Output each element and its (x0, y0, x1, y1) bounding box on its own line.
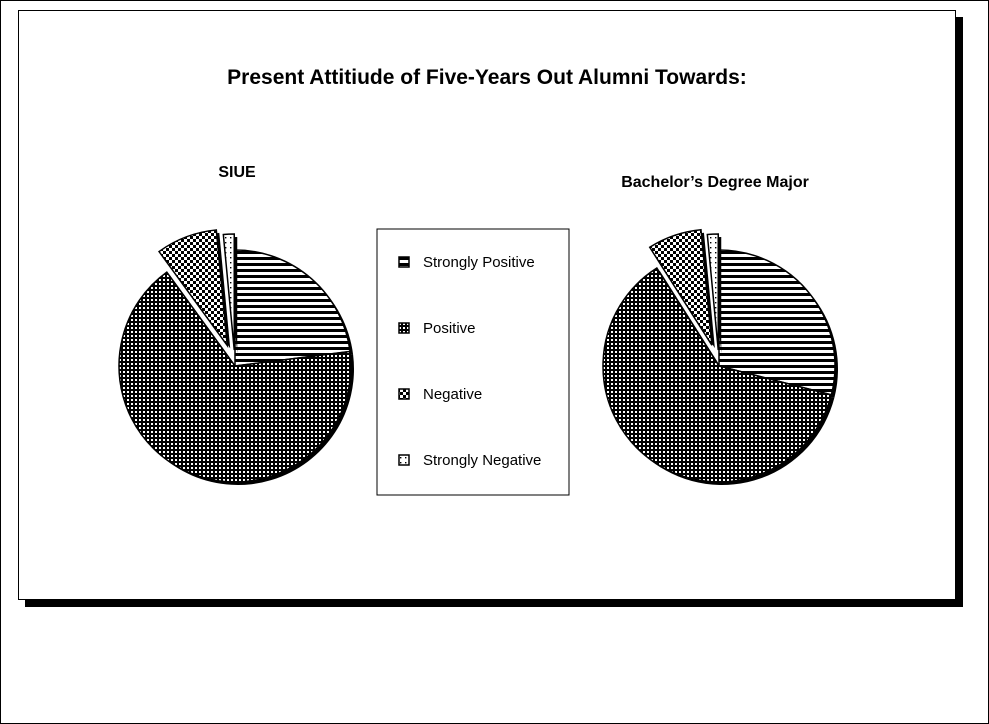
chart-card: Present Attitiude of Five-Years Out Alum… (18, 10, 956, 600)
pie-siue (118, 229, 354, 485)
chart-canvas: Present Attitiude of Five-Years Out Alum… (118, 66, 838, 496)
pie-slice-siue-positive (118, 271, 352, 483)
pie-label-siue: SIUE (218, 164, 256, 181)
legend-label-strongly-negative: Strongly Negative (423, 452, 541, 469)
chart-title: Present Attitiude of Five-Years Out Alum… (227, 66, 747, 89)
legend-label-strongly-positive: Strongly Positive (423, 254, 535, 271)
pie-slice-bachelor-s-degree-major-positive (602, 267, 833, 483)
legend-swatch-strongly-negative (398, 454, 410, 466)
legend-label-negative: Negative (423, 386, 482, 403)
legend-box (376, 228, 570, 496)
legend: Strongly Positive Positive Negative Strongl… (376, 228, 570, 496)
legend-swatch-negative (398, 388, 410, 400)
legend-swatch-strongly-positive (398, 256, 410, 268)
pie-slice-siue-strongly-negative (222, 233, 235, 351)
pie-slice-siue-strongly-positive (234, 249, 351, 367)
pie-slice-bachelor-s-degree-major-negative (648, 228, 713, 346)
pie-slice-bachelor-s-degree-major-strongly-positive (718, 249, 836, 396)
pie-major (602, 228, 838, 485)
pie-slice-bachelor-s-degree-major-strongly-negative (706, 233, 719, 351)
pie-label-major: Bachelor’s Degree Major (621, 174, 809, 191)
legend-label-positive: Positive (423, 320, 476, 337)
legend-swatch-positive (398, 322, 410, 334)
pie-slice-siue-negative (157, 229, 229, 349)
